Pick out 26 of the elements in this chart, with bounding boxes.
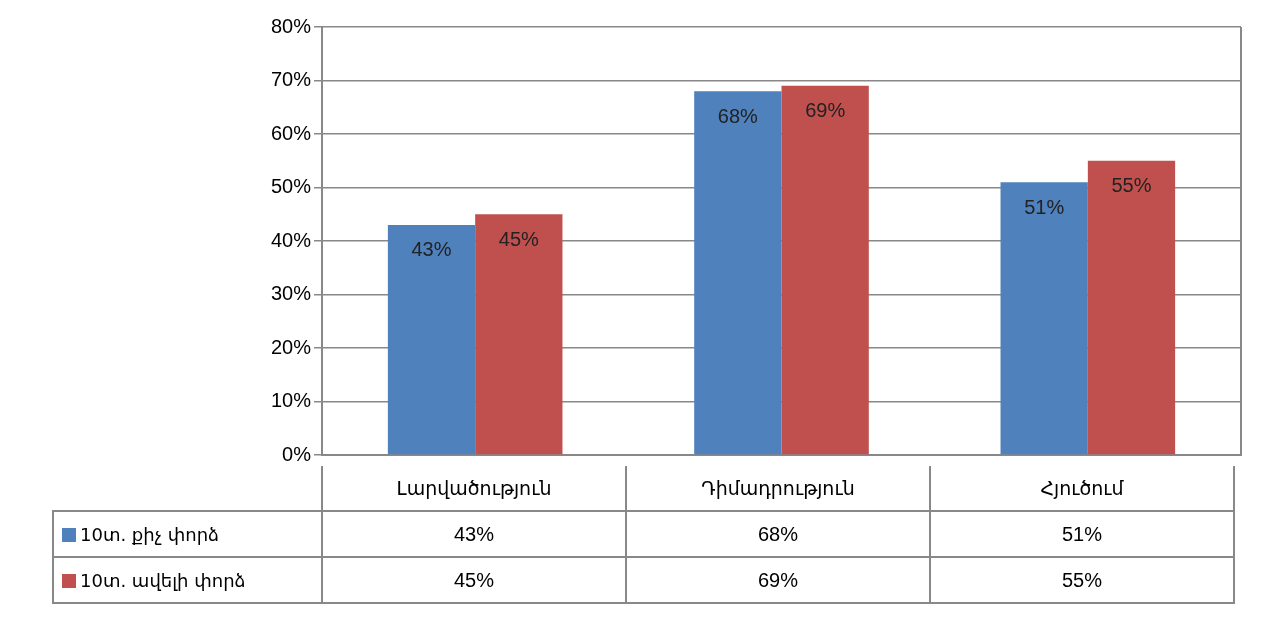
x-tick-label: Դիմադրություն	[626, 466, 930, 511]
legend-label: 10տ. ավելի փորձ	[53, 557, 322, 603]
x-tick-label: Հյուծում	[930, 466, 1234, 511]
y-tick-label: 60%	[270, 121, 312, 144]
text: 69%	[805, 99, 846, 122]
y-tick-label: 70%	[270, 68, 312, 91]
data-label: 68%	[626, 511, 930, 557]
legend-label: 10տ. քիչ փորձ	[53, 511, 322, 557]
text: 55%	[1111, 174, 1152, 197]
y-tick-label: 30%	[270, 282, 312, 305]
data-label: 51%	[930, 511, 1234, 557]
y-tick-label: 20%	[270, 335, 312, 358]
data-label: 69%	[626, 557, 930, 603]
y-tick-label: 10%	[270, 389, 312, 412]
data-label: 43%	[322, 511, 626, 557]
data-label: 45%	[322, 557, 626, 603]
text: 45%	[498, 227, 539, 250]
y-tick-label: 0%	[282, 442, 312, 465]
x-tick-label: Լարվածություն	[322, 466, 626, 511]
text: 43%	[411, 238, 452, 261]
y-tick-label: 80%	[270, 14, 312, 37]
text: 51%	[1024, 195, 1065, 218]
y-tick-label: 50%	[270, 175, 312, 198]
data-label: 55%	[930, 557, 1234, 603]
y-tick-label: 40%	[270, 228, 312, 251]
text: 68%	[717, 104, 758, 127]
